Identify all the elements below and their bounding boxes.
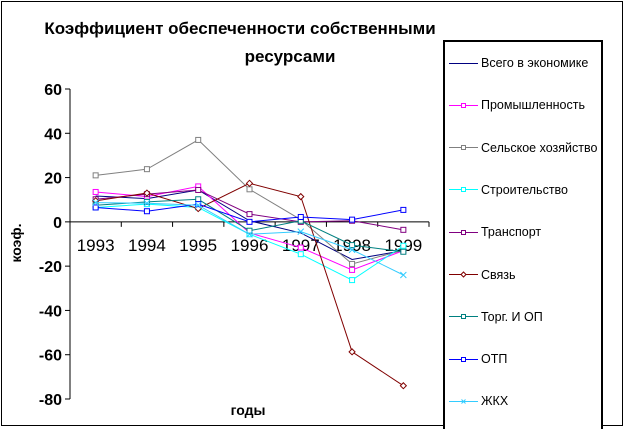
legend-label: Транспорт	[481, 225, 542, 240]
series-4-point	[195, 186, 202, 193]
series-7-point	[349, 216, 356, 223]
legend-swatch-icon	[449, 229, 478, 235]
legend-swatch-icon	[449, 356, 478, 362]
x-tick-label: 1995	[179, 236, 217, 255]
y-tick-label: 0	[53, 215, 62, 232]
series-2-point	[143, 166, 150, 173]
legend-item: Связь	[449, 266, 516, 284]
series-6-point	[195, 196, 202, 203]
legend-item: Торг. И ОП	[449, 308, 543, 326]
series-7-point	[400, 206, 407, 213]
series-6-point	[246, 227, 253, 234]
series-2-point	[92, 172, 99, 179]
series-5-point	[297, 192, 305, 201]
series-8-point	[143, 199, 151, 207]
legend-item: Транспорт	[449, 223, 541, 241]
chart-title-line1: Коэффициент обеспеченности собственными	[44, 19, 436, 38]
chart-title-line2: ресурсами	[244, 47, 336, 66]
legend-label: Промышленность	[481, 98, 585, 113]
series-8-point	[246, 230, 253, 238]
legend-swatch-icon	[449, 271, 478, 278]
series-2-point	[195, 136, 202, 143]
series-6-point	[400, 248, 407, 255]
series-1-point	[92, 188, 99, 195]
x-axis-title: годы	[231, 402, 266, 418]
legend-swatch-icon	[449, 62, 478, 64]
legend-label: Связь	[481, 267, 516, 282]
y-tick-label: -80	[39, 392, 62, 409]
legend-swatch-icon	[449, 399, 478, 404]
series-8-point	[400, 271, 407, 279]
legend-label: Сельское хозяйство	[481, 140, 598, 155]
series-5-point	[399, 382, 408, 390]
series-2-point	[246, 186, 253, 193]
series-4-point	[246, 211, 253, 218]
x-tick-label: 1996	[231, 236, 269, 255]
legend-swatch-icon	[449, 102, 478, 108]
legend: Всего в экономике Промышленность Сельское …	[443, 40, 603, 429]
legend-swatch-icon	[449, 187, 478, 193]
y-tick-label: 60	[44, 82, 62, 99]
series-7-point	[297, 213, 304, 220]
legend-item: Сельское хозяйство	[449, 139, 597, 157]
legend-label: Строительство	[481, 182, 568, 197]
legend-label: Всего в экономике	[481, 56, 589, 70]
y-tick-label: 20	[44, 171, 62, 188]
series-5-point	[348, 348, 356, 356]
legend-item: ОТП	[449, 350, 507, 368]
series-5-point	[143, 189, 151, 197]
x-tick-label: 1993	[77, 236, 115, 255]
legend-item: Промышленность	[449, 96, 585, 114]
series-6-point	[349, 242, 356, 249]
legend-swatch-icon	[449, 314, 478, 320]
series-3-point	[297, 251, 304, 258]
series-5-point	[245, 179, 254, 188]
x-tick-label: 1994	[128, 236, 166, 255]
series-8-point	[92, 199, 99, 206]
legend-label: ЖКХ	[481, 394, 509, 409]
legend-item: Строительство	[449, 181, 568, 199]
y-tick-label: 40	[44, 126, 62, 143]
series-3-point	[349, 277, 356, 284]
series-8-point	[194, 201, 202, 209]
y-axis-title: коэф.	[8, 223, 24, 262]
series-2-point	[349, 260, 356, 267]
series-8-point	[297, 228, 305, 235]
series-7-point	[246, 218, 253, 225]
series-7-point	[92, 204, 99, 211]
series-8-point	[348, 246, 356, 254]
legend-item: Всего в экономике	[449, 54, 588, 72]
legend-item: ЖКХ	[449, 392, 508, 410]
series-7-point	[195, 201, 202, 208]
series-1-point	[297, 244, 304, 251]
y-tick-label: -40	[39, 303, 62, 320]
legend-label: ОТП	[481, 352, 508, 367]
series-1-point	[349, 266, 356, 273]
series-7-point	[143, 208, 150, 215]
legend-swatch-icon	[449, 145, 478, 151]
legend-label: Торг. И ОП	[481, 309, 543, 324]
y-tick-label: -20	[39, 259, 62, 276]
series-4-point	[400, 226, 407, 233]
series-3-point	[400, 242, 407, 249]
series-6-point	[143, 198, 150, 205]
y-tick-label: -60	[39, 348, 62, 365]
